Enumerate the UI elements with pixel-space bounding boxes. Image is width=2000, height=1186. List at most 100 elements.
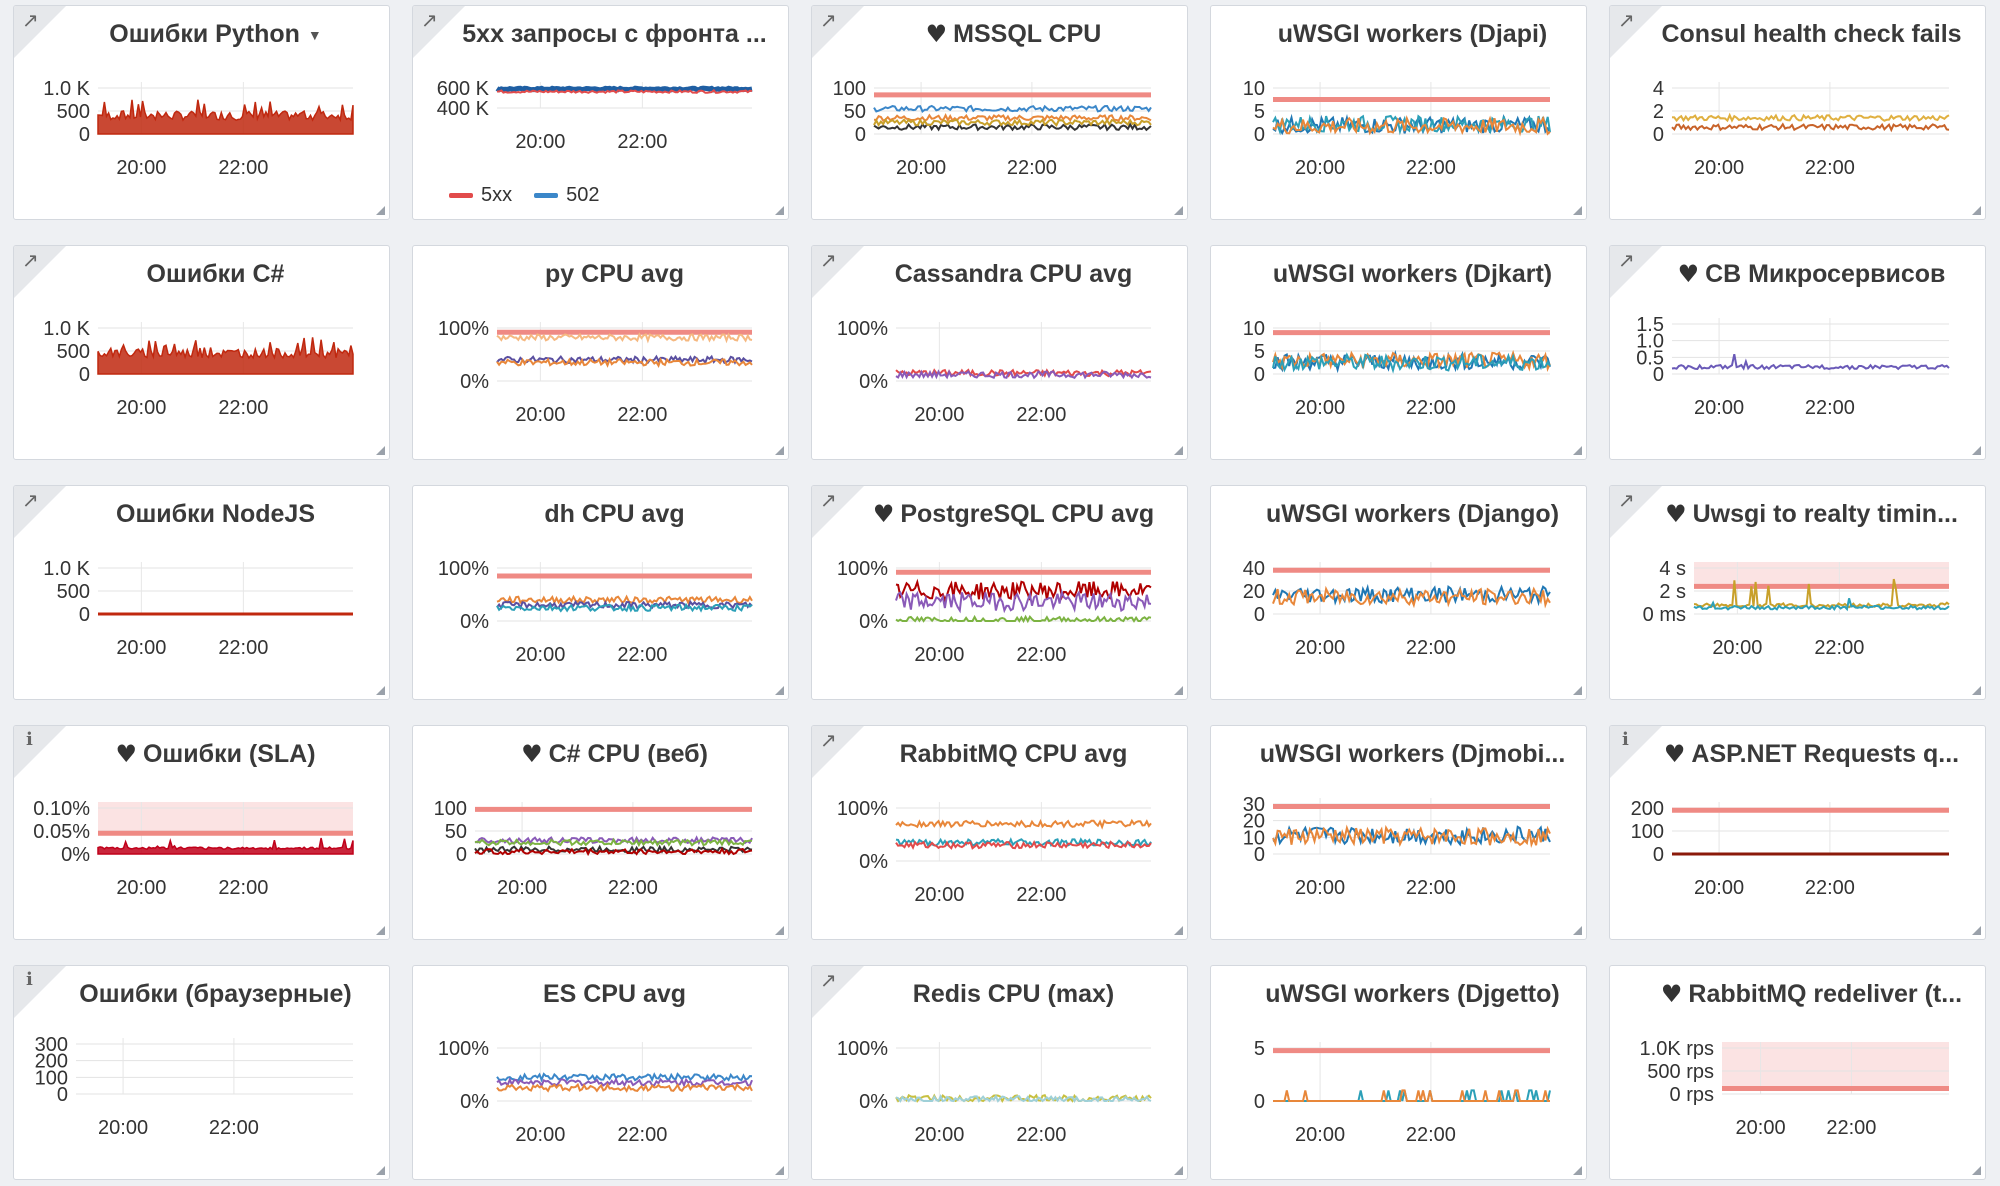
panel-2[interactable]: ↗ 5xx запросы с фронта ... 600 K 400 K 20:00… xyxy=(412,5,789,220)
panel-title[interactable]: Ошибки NodeJS xyxy=(54,500,377,529)
info-icon[interactable]: i xyxy=(26,969,33,990)
panel-6[interactable]: ↗ Ошибки C# 1.0 K 500 0 20:00 22:00 xyxy=(13,245,390,460)
panel-title[interactable]: Ошибки (браузерные) xyxy=(54,980,377,1009)
panel-20[interactable]: i ♥ ASP.NET Requests q... 200 100 0 20:00 22:00 xyxy=(1609,725,1986,940)
resize-handle-icon[interactable] xyxy=(1573,926,1582,935)
external-link-icon[interactable]: ↗ xyxy=(820,968,837,992)
y-tick-label: 500 xyxy=(57,341,90,363)
panel-12[interactable]: dh CPU avg 100% 0% 20:00 22:00 xyxy=(412,485,789,700)
panel-title[interactable]: ♥ PostgreSQL CPU avg xyxy=(852,500,1175,529)
panel-17[interactable]: ♥ C# CPU (веб) 100 50 0 20:00 22:00 xyxy=(412,725,789,940)
panel-title[interactable]: ♥ RabbitMQ redeliver (t... xyxy=(1650,980,1973,1009)
external-link-icon[interactable]: ↗ xyxy=(1618,488,1635,512)
panel-19[interactable]: uWSGI workers (Djmobi... 30 20 10 0 20:00 22:0… xyxy=(1210,725,1587,940)
external-link-icon[interactable]: ↗ xyxy=(421,8,438,32)
resize-handle-icon[interactable] xyxy=(1972,686,1981,695)
panel-18[interactable]: ↗ RabbitMQ CPU avg 100% 0% 20:00 22:00 xyxy=(811,725,1188,940)
panel-title[interactable]: Cassandra CPU avg xyxy=(852,260,1175,289)
panel-title[interactable]: uWSGI workers (Djgetto) xyxy=(1251,980,1574,1009)
resize-handle-icon[interactable] xyxy=(775,446,784,455)
panel-14[interactable]: uWSGI workers (Django) 40 20 0 20:00 22:00 xyxy=(1210,485,1587,700)
panel-title[interactable]: uWSGI workers (Django) xyxy=(1251,500,1574,529)
panel-title[interactable]: ♥ Uwsgi to realty timin... xyxy=(1650,500,1973,529)
panel-title[interactable]: Consul health check fails xyxy=(1650,20,1973,49)
panel-title[interactable]: uWSGI workers (Djkart) xyxy=(1251,260,1574,289)
x-tick-label: 20:00 xyxy=(896,157,946,179)
external-link-icon[interactable]: ↗ xyxy=(1618,248,1635,272)
resize-handle-icon[interactable] xyxy=(376,686,385,695)
resize-handle-icon[interactable] xyxy=(1972,446,1981,455)
external-link-icon[interactable]: ↗ xyxy=(1618,8,1635,32)
panel-13[interactable]: ↗ ♥ PostgreSQL CPU avg 100% 0% 20:00 22:00 xyxy=(811,485,1188,700)
resize-handle-icon[interactable] xyxy=(775,206,784,215)
panel-title[interactable]: ♥ MSSQL CPU xyxy=(852,20,1175,49)
resize-handle-icon[interactable] xyxy=(1573,206,1582,215)
panel-24[interactable]: uWSGI workers (Djgetto) 5 0 20:00 22:00 xyxy=(1210,965,1587,1180)
legend-item[interactable]: 502 xyxy=(534,184,600,207)
resize-handle-icon[interactable] xyxy=(1972,926,1981,935)
legend-item[interactable]: 5xx xyxy=(449,184,512,207)
chevron-down-icon[interactable]: ▼ xyxy=(307,27,322,44)
panel-title[interactable]: Ошибки Python ▼ xyxy=(54,20,377,49)
y-tick-label: 1.0 xyxy=(1636,331,1664,353)
panel-title[interactable]: uWSGI workers (Djapi) xyxy=(1251,20,1574,49)
resize-handle-icon[interactable] xyxy=(1573,1166,1582,1175)
external-link-icon[interactable]: ↗ xyxy=(22,248,39,272)
panel-8[interactable]: ↗ Cassandra CPU avg 100% 0% 20:00 22:00 xyxy=(811,245,1188,460)
resize-handle-icon[interactable] xyxy=(376,926,385,935)
panel-22[interactable]: ES CPU avg 100% 0% 20:00 22:00 xyxy=(412,965,789,1180)
resize-handle-icon[interactable] xyxy=(1972,1166,1981,1175)
external-link-icon[interactable]: ↗ xyxy=(820,248,837,272)
panel-title[interactable]: 5xx запросы с фронта ... xyxy=(453,20,776,49)
panel-7[interactable]: py CPU avg 100% 0% 20:00 22:00 xyxy=(412,245,789,460)
panel-title[interactable]: Redis CPU (max) xyxy=(852,980,1175,1009)
resize-handle-icon[interactable] xyxy=(1573,446,1582,455)
panel-title[interactable]: ♥ СВ Микросервисов xyxy=(1650,260,1973,289)
info-icon[interactable]: i xyxy=(26,729,33,750)
resize-handle-icon[interactable] xyxy=(1972,206,1981,215)
external-link-icon[interactable]: ↗ xyxy=(22,488,39,512)
panel-title[interactable]: py CPU avg xyxy=(453,260,776,289)
panel-21[interactable]: i Ошибки (браузерные) 300 200 100 0 20:00 22:00 xyxy=(13,965,390,1180)
resize-handle-icon[interactable] xyxy=(1174,926,1183,935)
resize-handle-icon[interactable] xyxy=(775,926,784,935)
info-icon[interactable]: i xyxy=(1622,729,1629,750)
resize-handle-icon[interactable] xyxy=(1174,1166,1183,1175)
panel-title[interactable]: uWSGI workers (Djmobi... xyxy=(1251,740,1574,769)
panel-25[interactable]: ♥ RabbitMQ redeliver (t... 1.0K rps 500 rps… xyxy=(1609,965,1986,1180)
panel-title[interactable]: ♥ C# CPU (веб) xyxy=(453,740,776,769)
external-link-icon[interactable]: ↗ xyxy=(820,728,837,752)
panel-title[interactable]: Ошибки C# xyxy=(54,260,377,289)
panel-title[interactable]: RabbitMQ CPU avg xyxy=(852,740,1175,769)
resize-handle-icon[interactable] xyxy=(1174,446,1183,455)
resize-handle-icon[interactable] xyxy=(1174,206,1183,215)
external-link-icon[interactable]: ↗ xyxy=(820,8,837,32)
series-line-1 xyxy=(1671,112,1950,123)
panel-4[interactable]: uWSGI workers (Djapi) 10 5 0 20:00 22:00 xyxy=(1210,5,1587,220)
panel-chart: 1.51.00.50 20:00 22:00 xyxy=(1636,314,1950,419)
resize-handle-icon[interactable] xyxy=(1573,686,1582,695)
resize-handle-icon[interactable] xyxy=(376,446,385,455)
panel-title[interactable]: ES CPU avg xyxy=(453,980,776,1009)
resize-handle-icon[interactable] xyxy=(775,686,784,695)
panel-5[interactable]: ↗ Consul health check fails 4 2 0 20:00 22:00 xyxy=(1609,5,1986,220)
panel-3[interactable]: ↗ ♥ MSSQL CPU 100 50 0 20:00 22:00 xyxy=(811,5,1188,220)
resize-handle-icon[interactable] xyxy=(775,1166,784,1175)
resize-handle-icon[interactable] xyxy=(1174,686,1183,695)
panel-title[interactable]: ♥ ASP.NET Requests q... xyxy=(1650,740,1973,769)
panel-10[interactable]: ↗ ♥ СВ Микросервисов 1.5 1.0 0.5 0 20:00 22:00 xyxy=(1609,245,1986,460)
panel-title[interactable]: ♥ Ошибки (SLA) xyxy=(54,740,377,769)
panel-16[interactable]: i ♥ Ошибки (SLA) 0.10% 0.05% 0% 20:00 22:00 xyxy=(13,725,390,940)
panel-title[interactable]: dh CPU avg xyxy=(453,500,776,529)
external-link-icon[interactable]: ↗ xyxy=(22,8,39,32)
y-tick-label: 10 xyxy=(1243,827,1265,849)
panel-1[interactable]: ↗ Ошибки Python ▼ 1.0 K 500 0 20:00 22:00 xyxy=(13,5,390,220)
panel-11[interactable]: ↗ Ошибки NodeJS 1.0 K 500 0 20:00 22:00 xyxy=(13,485,390,700)
x-tick-label: 20:00 xyxy=(1295,877,1345,899)
panel-9[interactable]: uWSGI workers (Djkart) 10 5 0 20:00 22:00 xyxy=(1210,245,1587,460)
resize-handle-icon[interactable] xyxy=(376,206,385,215)
external-link-icon[interactable]: ↗ xyxy=(820,488,837,512)
resize-handle-icon[interactable] xyxy=(376,1166,385,1175)
panel-23[interactable]: ↗ Redis CPU (max) 100% 0% 20:00 22:00 xyxy=(811,965,1188,1180)
